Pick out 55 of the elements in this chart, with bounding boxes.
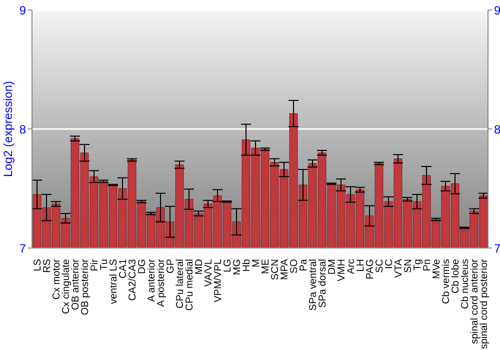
- x-tick-label: LG: [222, 258, 234, 272]
- x-tick-label: SPa dorsal: [317, 259, 328, 308]
- y-tick-label: 9: [19, 3, 26, 18]
- x-tick-label: PAG: [364, 258, 376, 280]
- x-tick-label: spinal cord anterior: [469, 258, 480, 344]
- x-tick-label: SN: [402, 259, 414, 273]
- x-tick-label: LH: [355, 259, 366, 272]
- x-tick-label: VTA: [393, 258, 404, 278]
- x-tick-label: CPu lateral: [174, 259, 186, 308]
- x-tick-label: M: [250, 259, 262, 268]
- x-tick-label: Cb vermis: [440, 259, 452, 304]
- x-tick-label: ME: [260, 258, 272, 274]
- x-tick-label: A anterior: [146, 258, 158, 302]
- x-tick-label: spinal cord posterior: [478, 258, 490, 350]
- y-tick-label: 8: [19, 122, 26, 136]
- x-tick-label: CA1: [118, 258, 129, 278]
- x-tick-label: Cx cingulate: [60, 258, 72, 314]
- x-tick-label: Pa: [298, 258, 310, 272]
- x-tick-label: Cb lobe: [450, 258, 462, 294]
- x-tick-label: OB anterior: [70, 258, 82, 310]
- x-tick-label: RS: [42, 258, 53, 273]
- x-tick-label: SO: [288, 258, 300, 274]
- y2-tick-label: 7: [494, 241, 500, 256]
- x-tick-label: DM: [326, 259, 338, 275]
- x-tick-label: MPA: [279, 258, 290, 280]
- y-tick-label: 7: [19, 241, 26, 256]
- x-tick-label: LS: [32, 258, 44, 272]
- x-tick-label: VPM/VPL: [212, 258, 224, 302]
- y-axis-title: Log2 (expression): [1, 80, 15, 178]
- x-tick-label: VMH: [336, 259, 348, 282]
- x-tick-label: Pn: [422, 259, 433, 272]
- x-tick-label: DG: [136, 258, 148, 274]
- x-tick-label: Arc: [346, 259, 357, 274]
- x-tick-label: SC: [374, 259, 386, 273]
- x-tick-label: Cb nucleus: [460, 259, 471, 310]
- y2-tick-label: 8: [494, 122, 500, 136]
- x-tick-label: Tu: [98, 259, 110, 270]
- y2-tick-label: 9: [494, 3, 500, 18]
- x-tick-label: IC: [384, 259, 395, 269]
- x-tick-label: MD: [194, 259, 205, 275]
- x-tick-label: MVe: [431, 258, 442, 280]
- x-tick-label: GP: [165, 258, 176, 274]
- x-tick-label: Cx motor: [51, 258, 62, 300]
- x-tick-label: OB posterior: [80, 258, 91, 316]
- x-tick-label: CA2/CA3: [127, 258, 138, 301]
- x-tick-label: Pir: [89, 258, 100, 272]
- x-tick-label: VA/VL: [203, 258, 214, 287]
- x-tick-label: A posterior: [156, 258, 167, 307]
- x-tick-label: ventral LS: [108, 258, 120, 304]
- x-tick-label: SCN: [270, 259, 281, 280]
- x-tick-label: MG: [232, 258, 243, 276]
- x-tick-label: Tg: [412, 259, 424, 271]
- x-tick-label: Hb: [241, 258, 252, 272]
- x-tick-label: CPu medial: [184, 259, 196, 311]
- x-tick-label: SPa ventral: [308, 259, 319, 311]
